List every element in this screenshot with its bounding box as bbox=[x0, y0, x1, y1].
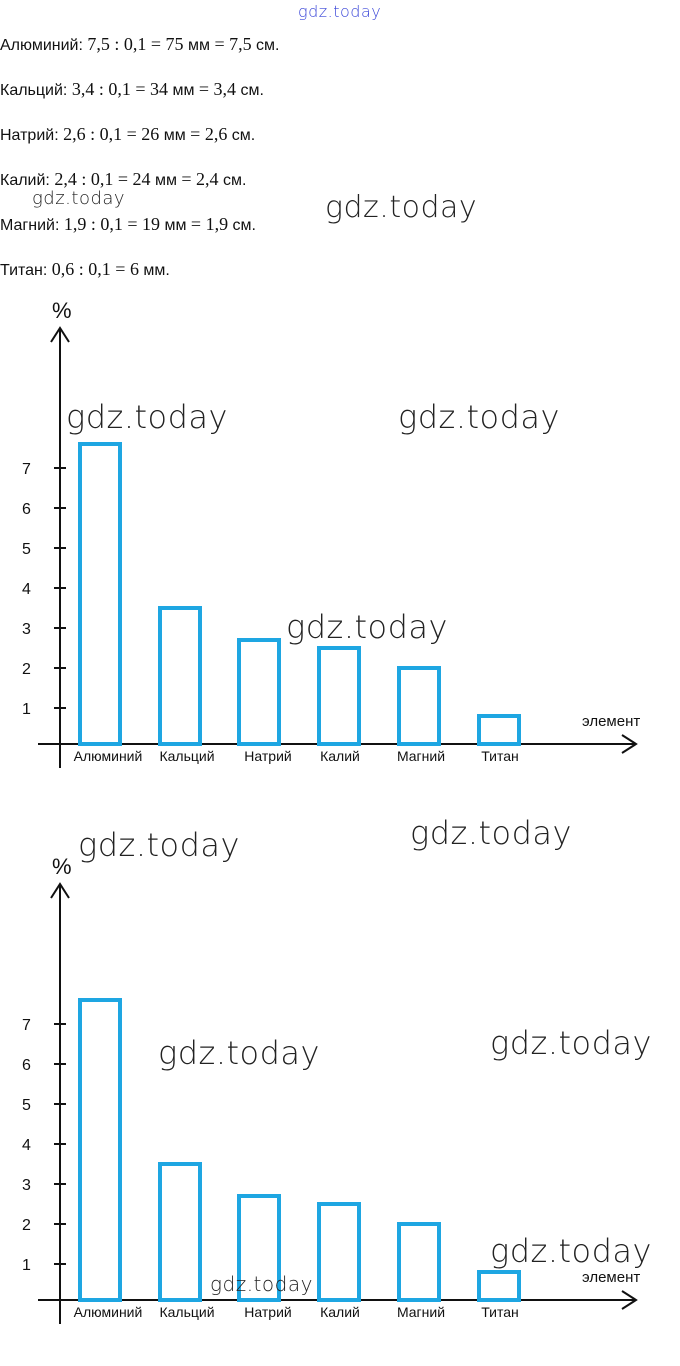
line-expression: 2,6 : 0,1 = 26 bbox=[63, 124, 160, 144]
line-unit: см. bbox=[232, 217, 256, 234]
x-tick-label: Магний bbox=[397, 1304, 445, 1320]
line-unit: мм bbox=[154, 172, 177, 189]
line-expression-result: = 1,9 bbox=[190, 214, 229, 234]
y-tick-label: 6 bbox=[22, 501, 31, 518]
line-unit: см. bbox=[223, 172, 247, 189]
bar bbox=[477, 1270, 521, 1302]
chart-svg-2: % элемент 1 2 3 4 5 6 7 Алюминий Кальций Натрий Кали… bbox=[22, 854, 640, 1324]
line-expression-result: = 2,6 bbox=[190, 124, 228, 144]
bar-chart-2: % элемент 1 2 3 4 5 6 7 Алюминий Кальций Натрий Кали… bbox=[0, 846, 680, 1366]
y-tick-label: 7 bbox=[22, 1017, 31, 1034]
y-tick-label: 5 bbox=[22, 1097, 31, 1114]
chart-svg-1: % элемент 1 2 3 4 5 6 7 Алюминий Кальций Натрий Кали… bbox=[22, 298, 640, 768]
y-tick-label: 5 bbox=[22, 541, 31, 558]
y-axis-arrow bbox=[50, 326, 70, 343]
bar bbox=[397, 1222, 441, 1302]
watermark: gdz.today bbox=[490, 1232, 652, 1270]
watermark: gdz.today bbox=[286, 608, 448, 646]
bar bbox=[317, 1202, 361, 1302]
y-axis-label: % bbox=[52, 854, 72, 879]
line-expression: 0,6 : 0,1 = 6 bbox=[51, 259, 139, 279]
line-expression-result: = 2,4 bbox=[181, 169, 219, 189]
line-expression: 1,9 : 0,1 = 19 bbox=[63, 214, 161, 234]
line-unit: см. bbox=[240, 82, 264, 99]
y-tick-label: 4 bbox=[22, 1137, 31, 1154]
bar bbox=[477, 714, 521, 746]
y-tick-label: 4 bbox=[22, 581, 31, 598]
x-tick-label: Титан bbox=[481, 748, 519, 764]
watermark: gdz.today bbox=[398, 398, 560, 436]
x-axis-arrow bbox=[621, 734, 638, 754]
line-unit: см. bbox=[256, 37, 280, 54]
bar bbox=[317, 646, 361, 746]
bar-chart-1: % элемент 1 2 3 4 5 6 7 Алюминий Кальций Натрий Кали… bbox=[0, 290, 680, 810]
line-label: Натрий: bbox=[0, 127, 59, 144]
x-tick-label: Калий bbox=[320, 748, 360, 764]
watermark: gdz.today bbox=[158, 1034, 320, 1072]
watermark: gdz.today bbox=[78, 826, 240, 864]
x-tick-label: Магний bbox=[397, 748, 445, 764]
line-unit: мм bbox=[164, 217, 187, 234]
x-axis-arrow bbox=[621, 1290, 638, 1310]
watermark: gdz.today bbox=[325, 190, 478, 225]
line-label: Кальций: bbox=[0, 82, 68, 99]
x-tick-label: Натрий bbox=[244, 748, 291, 764]
x-tick-label: Кальций bbox=[159, 748, 214, 764]
line-expression-result: = 7,5 bbox=[214, 34, 252, 54]
line-expression: 3,4 : 0,1 = 34 bbox=[71, 79, 168, 99]
line-label: Алюминий: bbox=[0, 37, 83, 54]
watermark-top: gdz.today bbox=[298, 2, 382, 21]
line-unit: мм. bbox=[143, 262, 170, 279]
line-label: Калий: bbox=[0, 172, 50, 189]
bar bbox=[158, 606, 202, 746]
y-tick-label: 6 bbox=[22, 1057, 31, 1074]
y-tick-label: 3 bbox=[22, 1177, 31, 1194]
bar bbox=[237, 1194, 281, 1302]
watermark: gdz.today bbox=[210, 1272, 313, 1296]
x-tick-label: Калий bbox=[320, 1304, 360, 1320]
line-unit: мм bbox=[163, 127, 186, 144]
line-unit: см. bbox=[231, 127, 256, 144]
bar bbox=[78, 998, 122, 1302]
y-tick-label: 3 bbox=[22, 621, 31, 638]
watermark: gdz.today bbox=[490, 1024, 652, 1062]
x-tick-label: Кальций bbox=[159, 1304, 214, 1320]
watermark: gdz.today bbox=[410, 814, 572, 852]
bar bbox=[158, 1162, 202, 1302]
watermark: gdz.today bbox=[66, 398, 228, 436]
line-expression: 2,4 : 0,1 = 24 bbox=[54, 169, 151, 189]
line-unit: мм bbox=[187, 37, 210, 54]
y-tick-label: 2 bbox=[22, 1217, 31, 1234]
x-axis-label: элемент bbox=[582, 713, 640, 730]
line-label: Магний: bbox=[0, 217, 60, 234]
y-axis-arrow bbox=[50, 882, 70, 899]
x-axis-label: элемент bbox=[582, 1269, 640, 1286]
calculation-line: Титан: 0,6 : 0,1 = 6 мм. bbox=[0, 259, 170, 280]
line-unit: мм bbox=[172, 82, 195, 99]
calculation-line: Кальций: 3,4 : 0,1 = 34 мм = 3,4 см. bbox=[0, 79, 264, 100]
calculation-line: Калий: 2,4 : 0,1 = 24 мм = 2,4 см. bbox=[0, 169, 246, 190]
line-expression: 7,5 : 0,1 = 75 bbox=[87, 34, 184, 54]
y-tick-label: 1 bbox=[22, 1257, 31, 1274]
y-tick-label: 7 bbox=[22, 461, 31, 478]
y-tick-label: 2 bbox=[22, 661, 31, 678]
watermark: gdz.today bbox=[32, 188, 126, 209]
bar bbox=[397, 666, 441, 746]
y-tick-label: 1 bbox=[22, 701, 31, 718]
bar bbox=[237, 638, 281, 746]
line-expression-result: = 3,4 bbox=[198, 79, 237, 99]
calculation-line: Натрий: 2,6 : 0,1 = 26 мм = 2,6 см. bbox=[0, 124, 255, 145]
x-tick-label: Титан bbox=[481, 1304, 519, 1320]
calculation-line: Алюминий: 7,5 : 0,1 = 75 мм = 7,5 см. bbox=[0, 34, 280, 55]
x-tick-label: Алюминий bbox=[74, 748, 143, 764]
y-axis-label: % bbox=[52, 298, 72, 323]
bar bbox=[78, 442, 122, 746]
line-label: Титан: bbox=[0, 262, 48, 279]
x-tick-label: Натрий bbox=[244, 1304, 291, 1320]
calculation-line: Магний: 1,9 : 0,1 = 19 мм = 1,9 см. bbox=[0, 214, 256, 235]
x-tick-label: Алюминий bbox=[74, 1304, 143, 1320]
